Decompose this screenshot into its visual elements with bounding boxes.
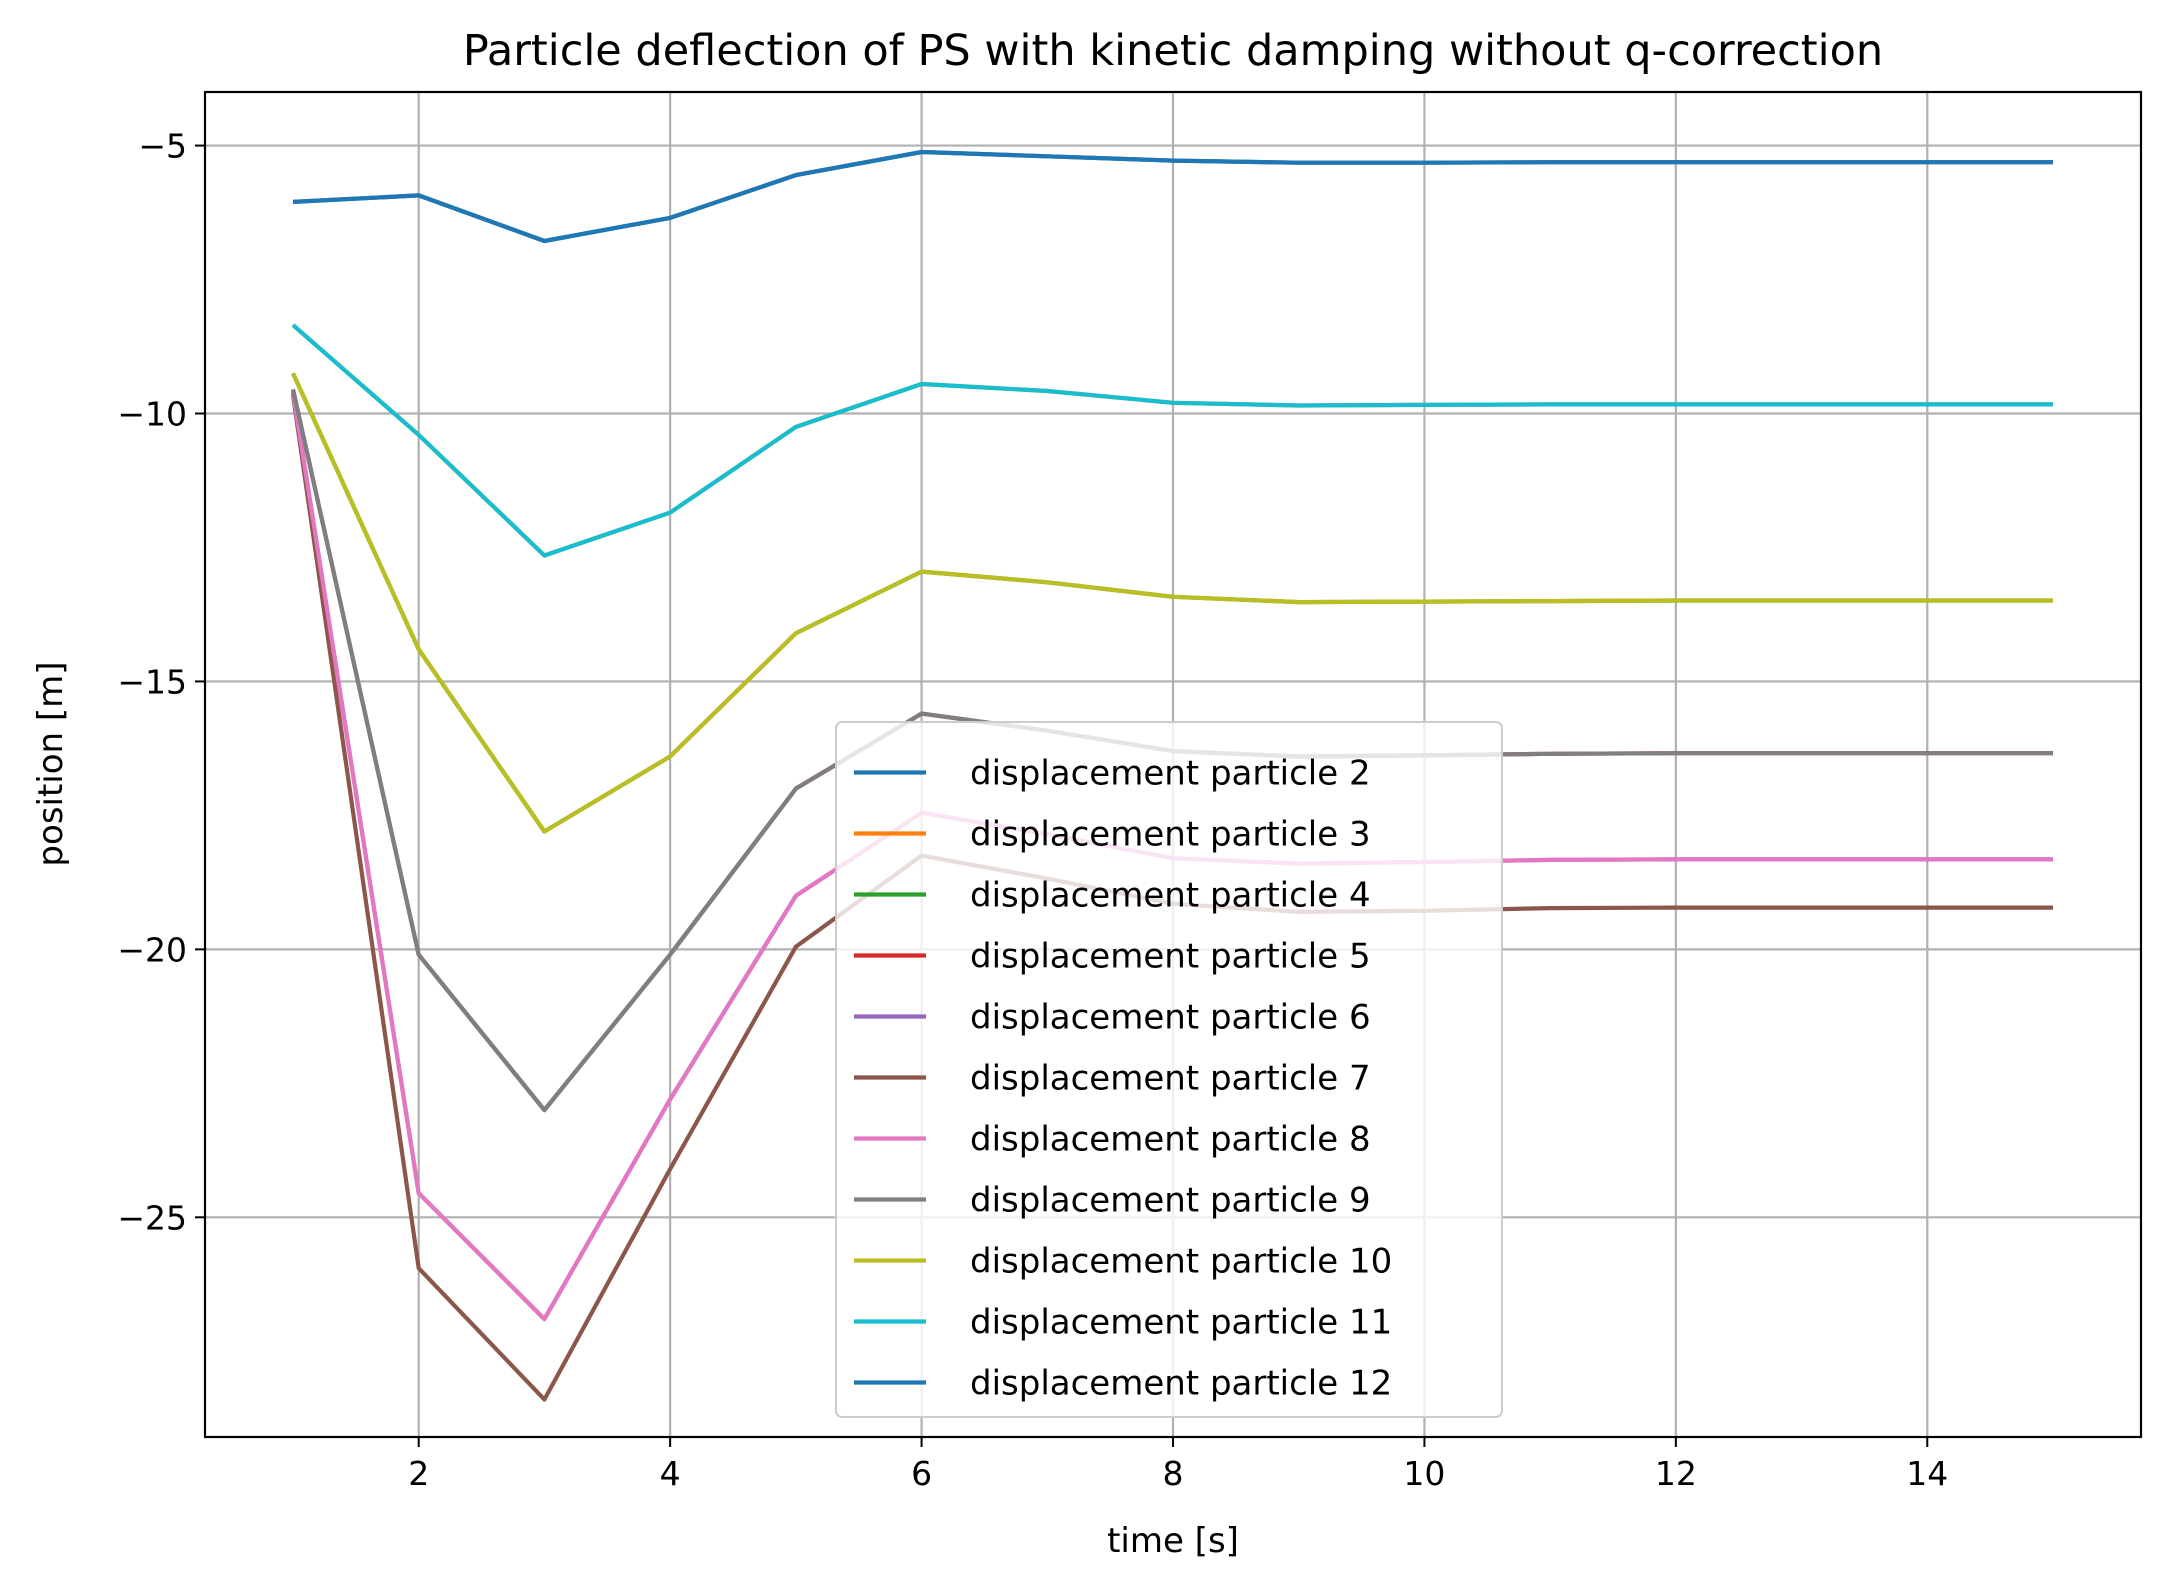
series-line-9 bbox=[291, 372, 2053, 834]
legend-label: displacement particle 5 bbox=[970, 937, 1371, 977]
chart-title: Particle deflection of PS with kinetic d… bbox=[463, 26, 1883, 76]
axis-ticks: 2 4 6 8 10 12 14 −5 −10 −15 −20 −25 bbox=[117, 127, 1948, 1493]
legend-label: displacement particle 11 bbox=[970, 1303, 1392, 1343]
series-line-10 bbox=[291, 323, 2053, 558]
legend-label: displacement particle 6 bbox=[970, 998, 1371, 1038]
legend-label: displacement particle 3 bbox=[970, 815, 1371, 855]
legend-box bbox=[835, 721, 1503, 1418]
legend: displacement particle 2 displacement part… bbox=[835, 721, 1503, 1418]
legend-label: displacement particle 4 bbox=[970, 876, 1371, 916]
x-tick-label: 14 bbox=[1906, 1454, 1948, 1493]
x-tick-label: 2 bbox=[408, 1454, 429, 1493]
x-axis-label: time [s] bbox=[1107, 1521, 1239, 1561]
y-axis-label: position [m] bbox=[31, 661, 71, 866]
y-tick-label: −10 bbox=[117, 395, 187, 434]
legend-label: displacement particle 12 bbox=[970, 1364, 1392, 1404]
series-line-11 bbox=[292, 149, 2053, 244]
y-tick-label: −15 bbox=[117, 662, 187, 701]
legend-label: displacement particle 2 bbox=[970, 754, 1371, 794]
x-tick-label: 4 bbox=[660, 1454, 681, 1493]
x-tick-label: 6 bbox=[911, 1454, 932, 1493]
legend-label: displacement particle 9 bbox=[970, 1181, 1371, 1221]
y-tick-label: −20 bbox=[117, 930, 187, 969]
x-tick-label: 8 bbox=[1163, 1454, 1184, 1493]
y-tick-label: −25 bbox=[117, 1198, 187, 1237]
legend-label: displacement particle 10 bbox=[970, 1242, 1392, 1282]
y-tick-label: −5 bbox=[138, 127, 187, 166]
x-tick-label: 10 bbox=[1403, 1454, 1445, 1493]
x-tick-label: 12 bbox=[1655, 1454, 1697, 1493]
legend-label: displacement particle 7 bbox=[970, 1059, 1371, 1099]
legend-label: displacement particle 8 bbox=[970, 1120, 1371, 1160]
